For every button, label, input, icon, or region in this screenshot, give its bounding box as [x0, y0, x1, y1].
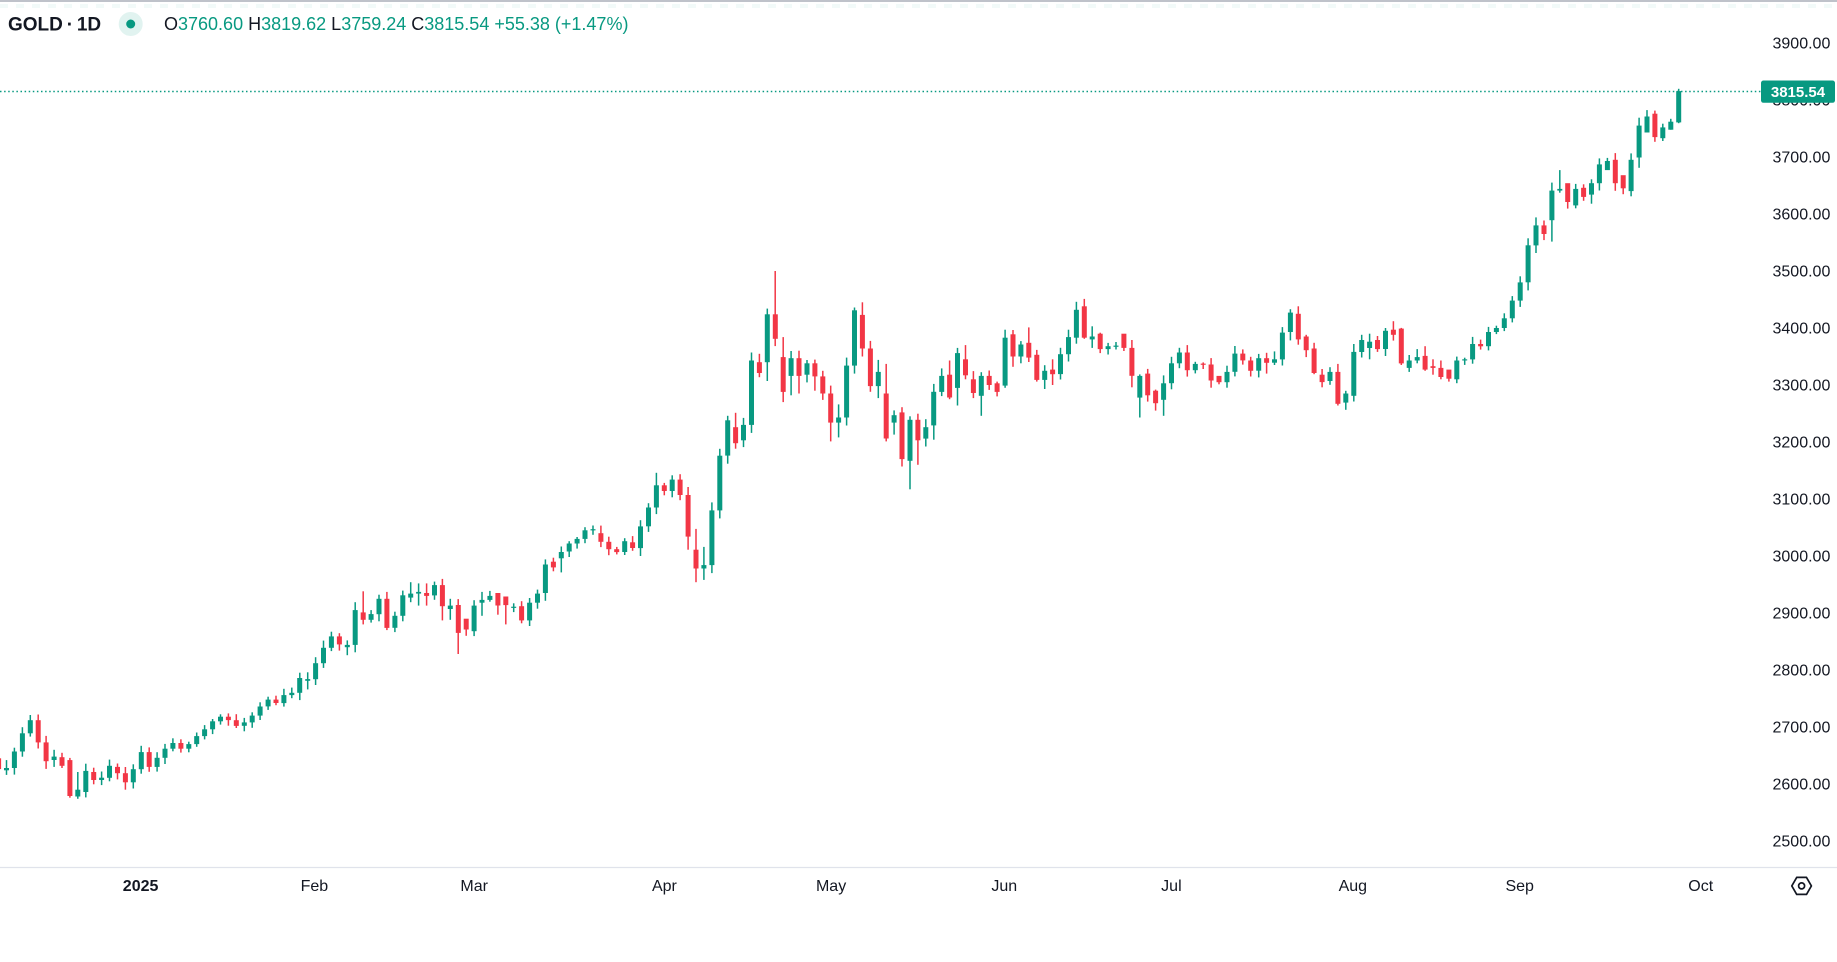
svg-text:Jul: Jul — [1161, 878, 1181, 895]
svg-text:3200.00: 3200.00 — [1773, 435, 1831, 452]
svg-text:GOLD · 1D: GOLD · 1D — [8, 15, 101, 36]
svg-text:May: May — [816, 878, 846, 895]
svg-text:2600.00: 2600.00 — [1773, 777, 1831, 794]
svg-text:Apr: Apr — [652, 878, 678, 895]
svg-text:3815.54: 3815.54 — [1771, 84, 1826, 101]
svg-text:3700.00: 3700.00 — [1773, 150, 1831, 167]
svg-text:2025: 2025 — [123, 878, 159, 895]
svg-text:3100.00: 3100.00 — [1773, 492, 1831, 509]
svg-text:Mar: Mar — [460, 878, 488, 895]
svg-text:Feb: Feb — [301, 878, 329, 895]
svg-text:3000.00: 3000.00 — [1773, 549, 1831, 566]
svg-text:3400.00: 3400.00 — [1773, 321, 1831, 338]
svg-text:3300.00: 3300.00 — [1773, 378, 1831, 395]
svg-text:3500.00: 3500.00 — [1773, 264, 1831, 281]
svg-text:3900.00: 3900.00 — [1773, 36, 1831, 53]
svg-text:3600.00: 3600.00 — [1773, 207, 1831, 224]
svg-text:Jun: Jun — [991, 878, 1017, 895]
svg-text:2500.00: 2500.00 — [1773, 834, 1831, 851]
svg-text:Aug: Aug — [1339, 878, 1367, 895]
svg-text:Sep: Sep — [1505, 878, 1534, 895]
svg-text:2900.00: 2900.00 — [1773, 606, 1831, 623]
svg-text:2800.00: 2800.00 — [1773, 663, 1831, 680]
svg-text:Oct: Oct — [1688, 878, 1713, 895]
svg-text:2700.00: 2700.00 — [1773, 720, 1831, 737]
svg-text:O3760.60 H3819.62 L3759.24 C38: O3760.60 H3819.62 L3759.24 C3815.54 +55.… — [164, 14, 628, 34]
